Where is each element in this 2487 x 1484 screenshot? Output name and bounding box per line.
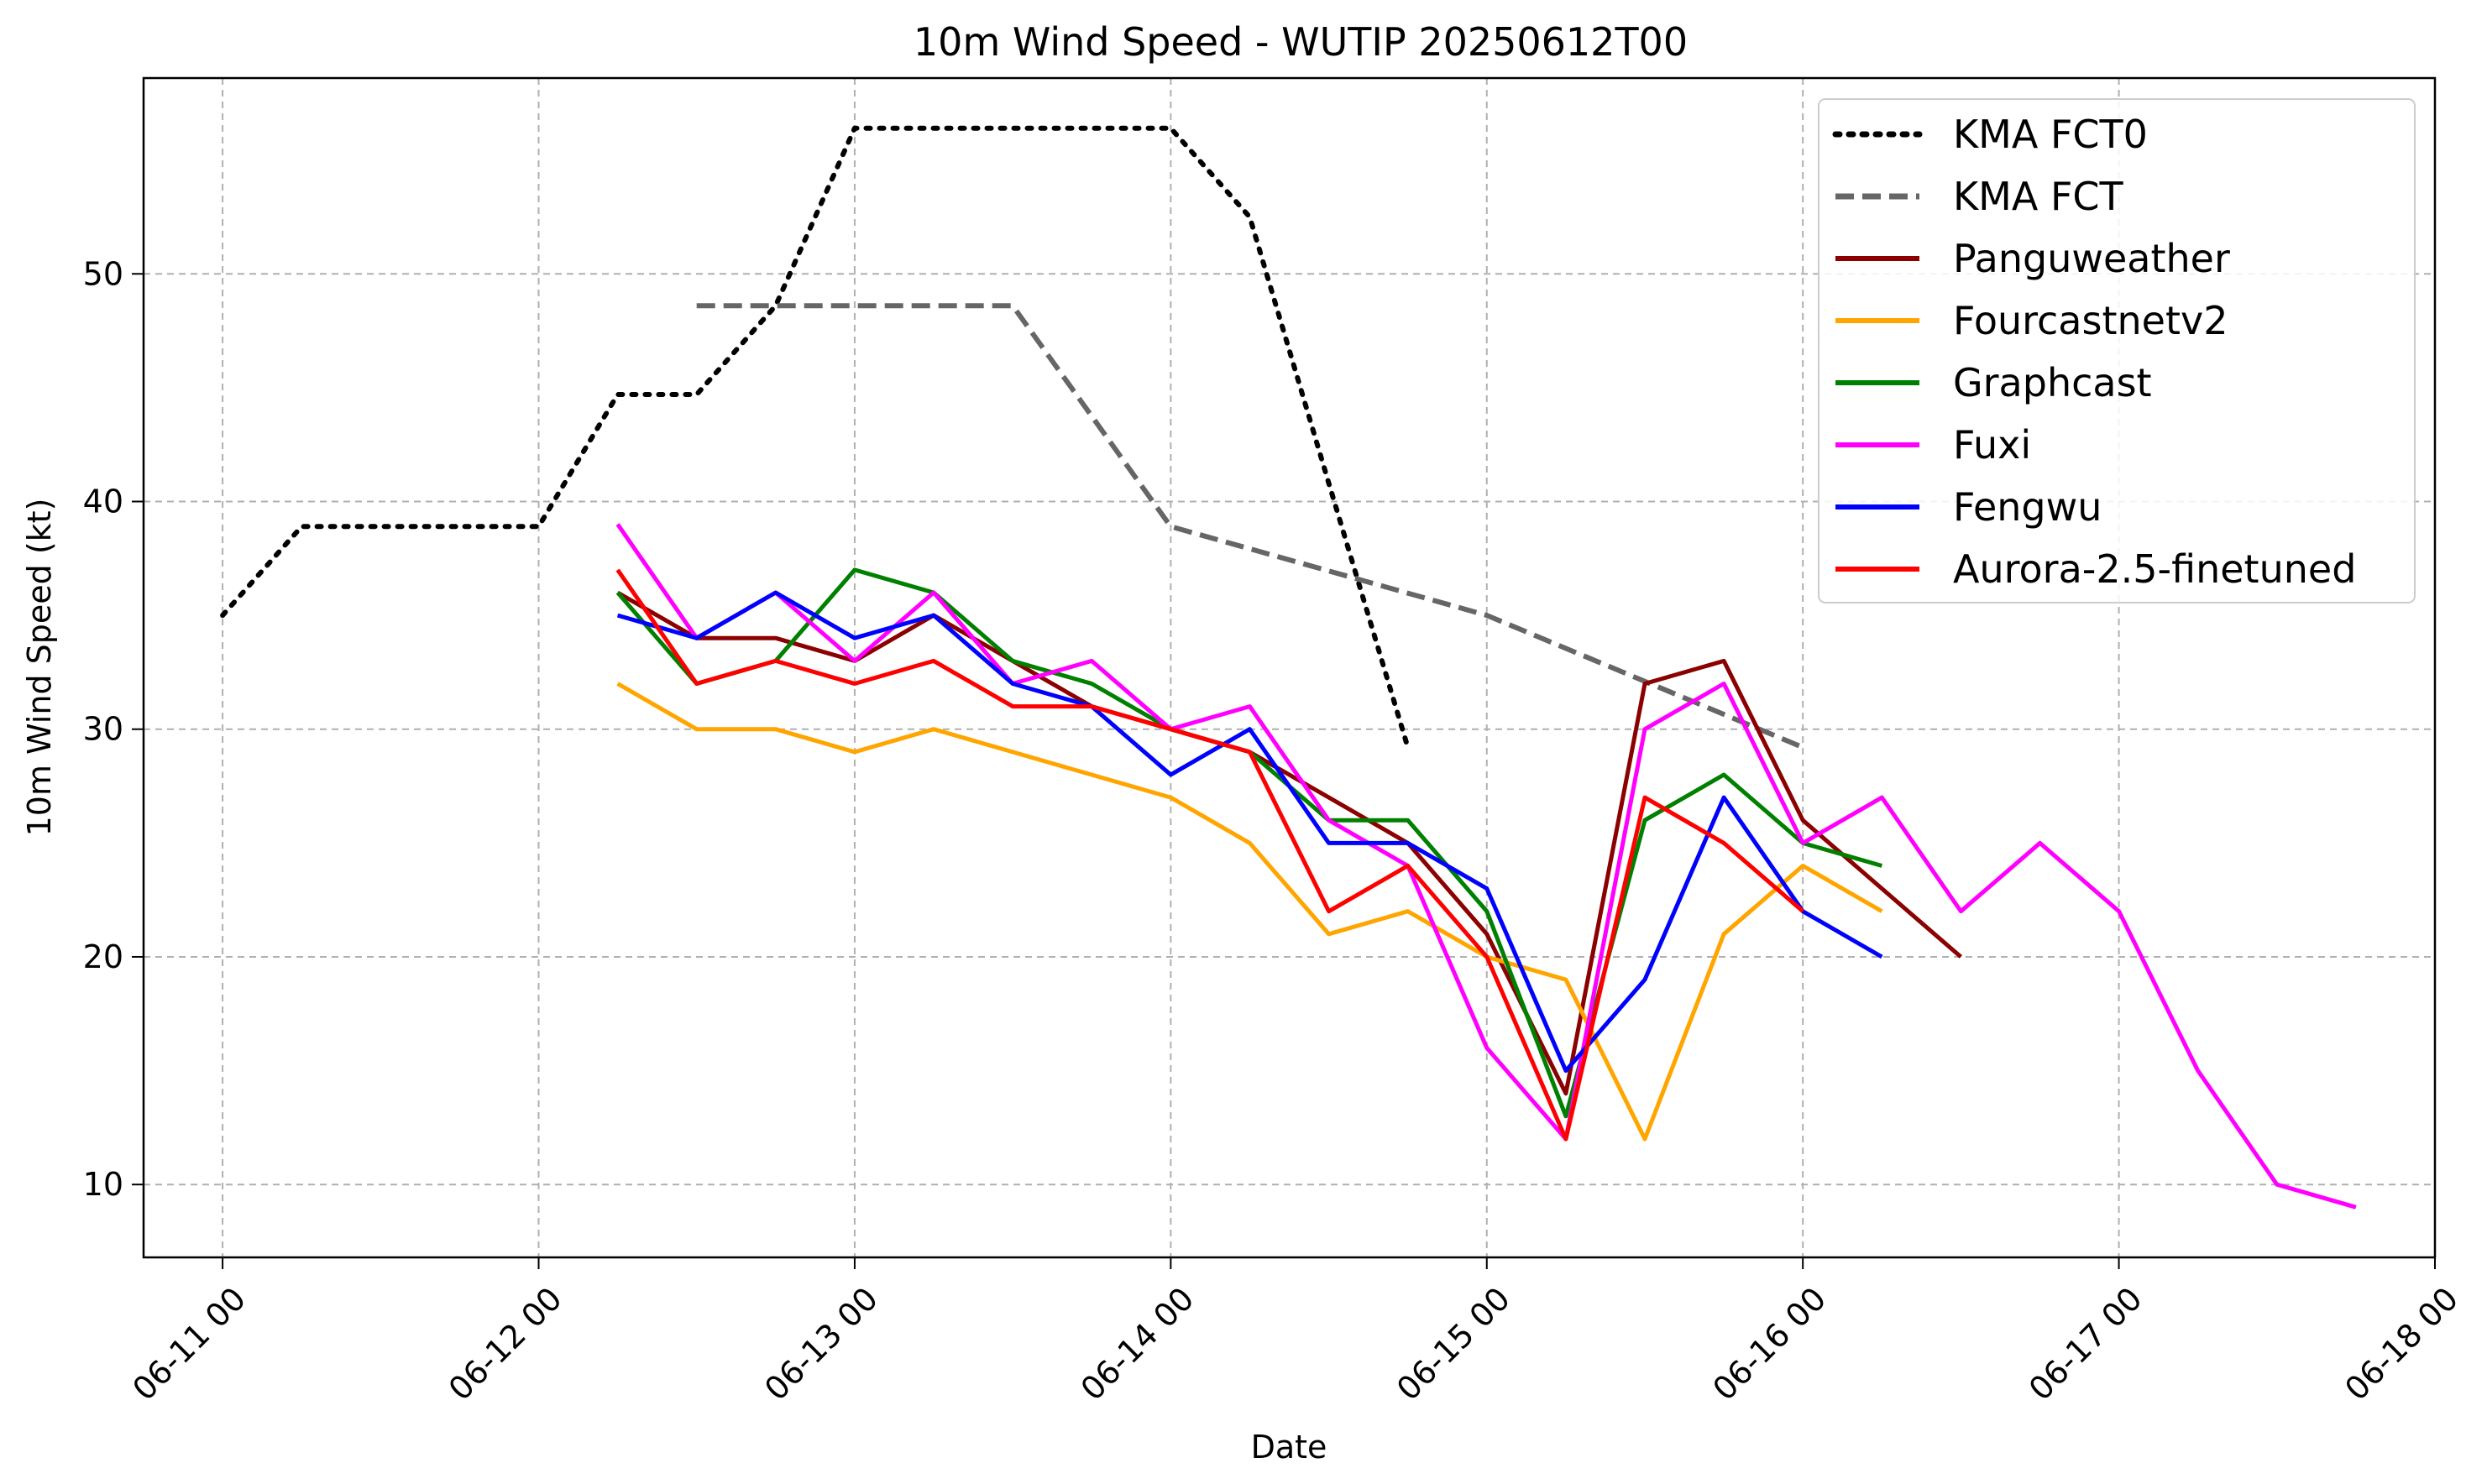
x-tick-label: 06-12 00: [442, 1280, 569, 1408]
series-line-panguweather: [616, 590, 1963, 1096]
series-line-aurora-2-5-finetuned: [615, 568, 1804, 1142]
x-axis-label: Date: [1251, 1429, 1327, 1466]
x-tick-label: 06-17 00: [2022, 1280, 2149, 1408]
y-tick-label: 20: [83, 938, 123, 975]
x-tick-label: 06-16 00: [1705, 1280, 1833, 1408]
y-tick-label: 10: [83, 1166, 123, 1203]
y-axis-label: 10m Wind Speed (kt): [21, 499, 58, 837]
x-tick-label: 06-11 00: [125, 1280, 253, 1408]
plot-frame: [142, 76, 2437, 1259]
legend-box: [1818, 98, 2416, 604]
y-tick-label: 30: [83, 711, 123, 748]
legend-label: KMA FCT: [1953, 174, 2124, 219]
legend-label: Fourcastnetv2: [1953, 298, 2228, 343]
y-tick-label: 40: [83, 483, 123, 520]
legend: KMA FCT0 KMA FCT Panguweather Fourcastnetv2…: [1818, 98, 2416, 604]
series-line-fourcastnetv2: [616, 682, 1883, 1142]
series-line-fuxi: [615, 523, 2357, 1210]
legend-label: Fengwu: [1953, 484, 2102, 530]
x-tick-label: 06-18 00: [2338, 1280, 2465, 1408]
legend-label: KMA FCT0: [1953, 112, 2148, 157]
legend-label: Fuxi: [1953, 422, 2031, 468]
chart-title: 10m Wind Speed - WUTIP 20250612T00: [914, 19, 1688, 65]
x-tick-label: 06-14 00: [1074, 1280, 1202, 1408]
legend-label: Graphcast: [1953, 360, 2152, 405]
series-line-kma-fct: [696, 303, 1804, 750]
x-tick-label: 06-13 00: [757, 1280, 885, 1408]
legend-label: Aurora-2.5-finetuned: [1953, 546, 2356, 592]
x-tick-label: 06-15 00: [1390, 1280, 1517, 1408]
y-tick-label: 50: [83, 255, 123, 292]
legend-label: Panguweather: [1953, 236, 2230, 281]
series-lines: [220, 125, 2357, 1210]
series-line-fengwu: [616, 590, 1883, 1074]
series-line-kma-fct0: [220, 125, 1411, 750]
